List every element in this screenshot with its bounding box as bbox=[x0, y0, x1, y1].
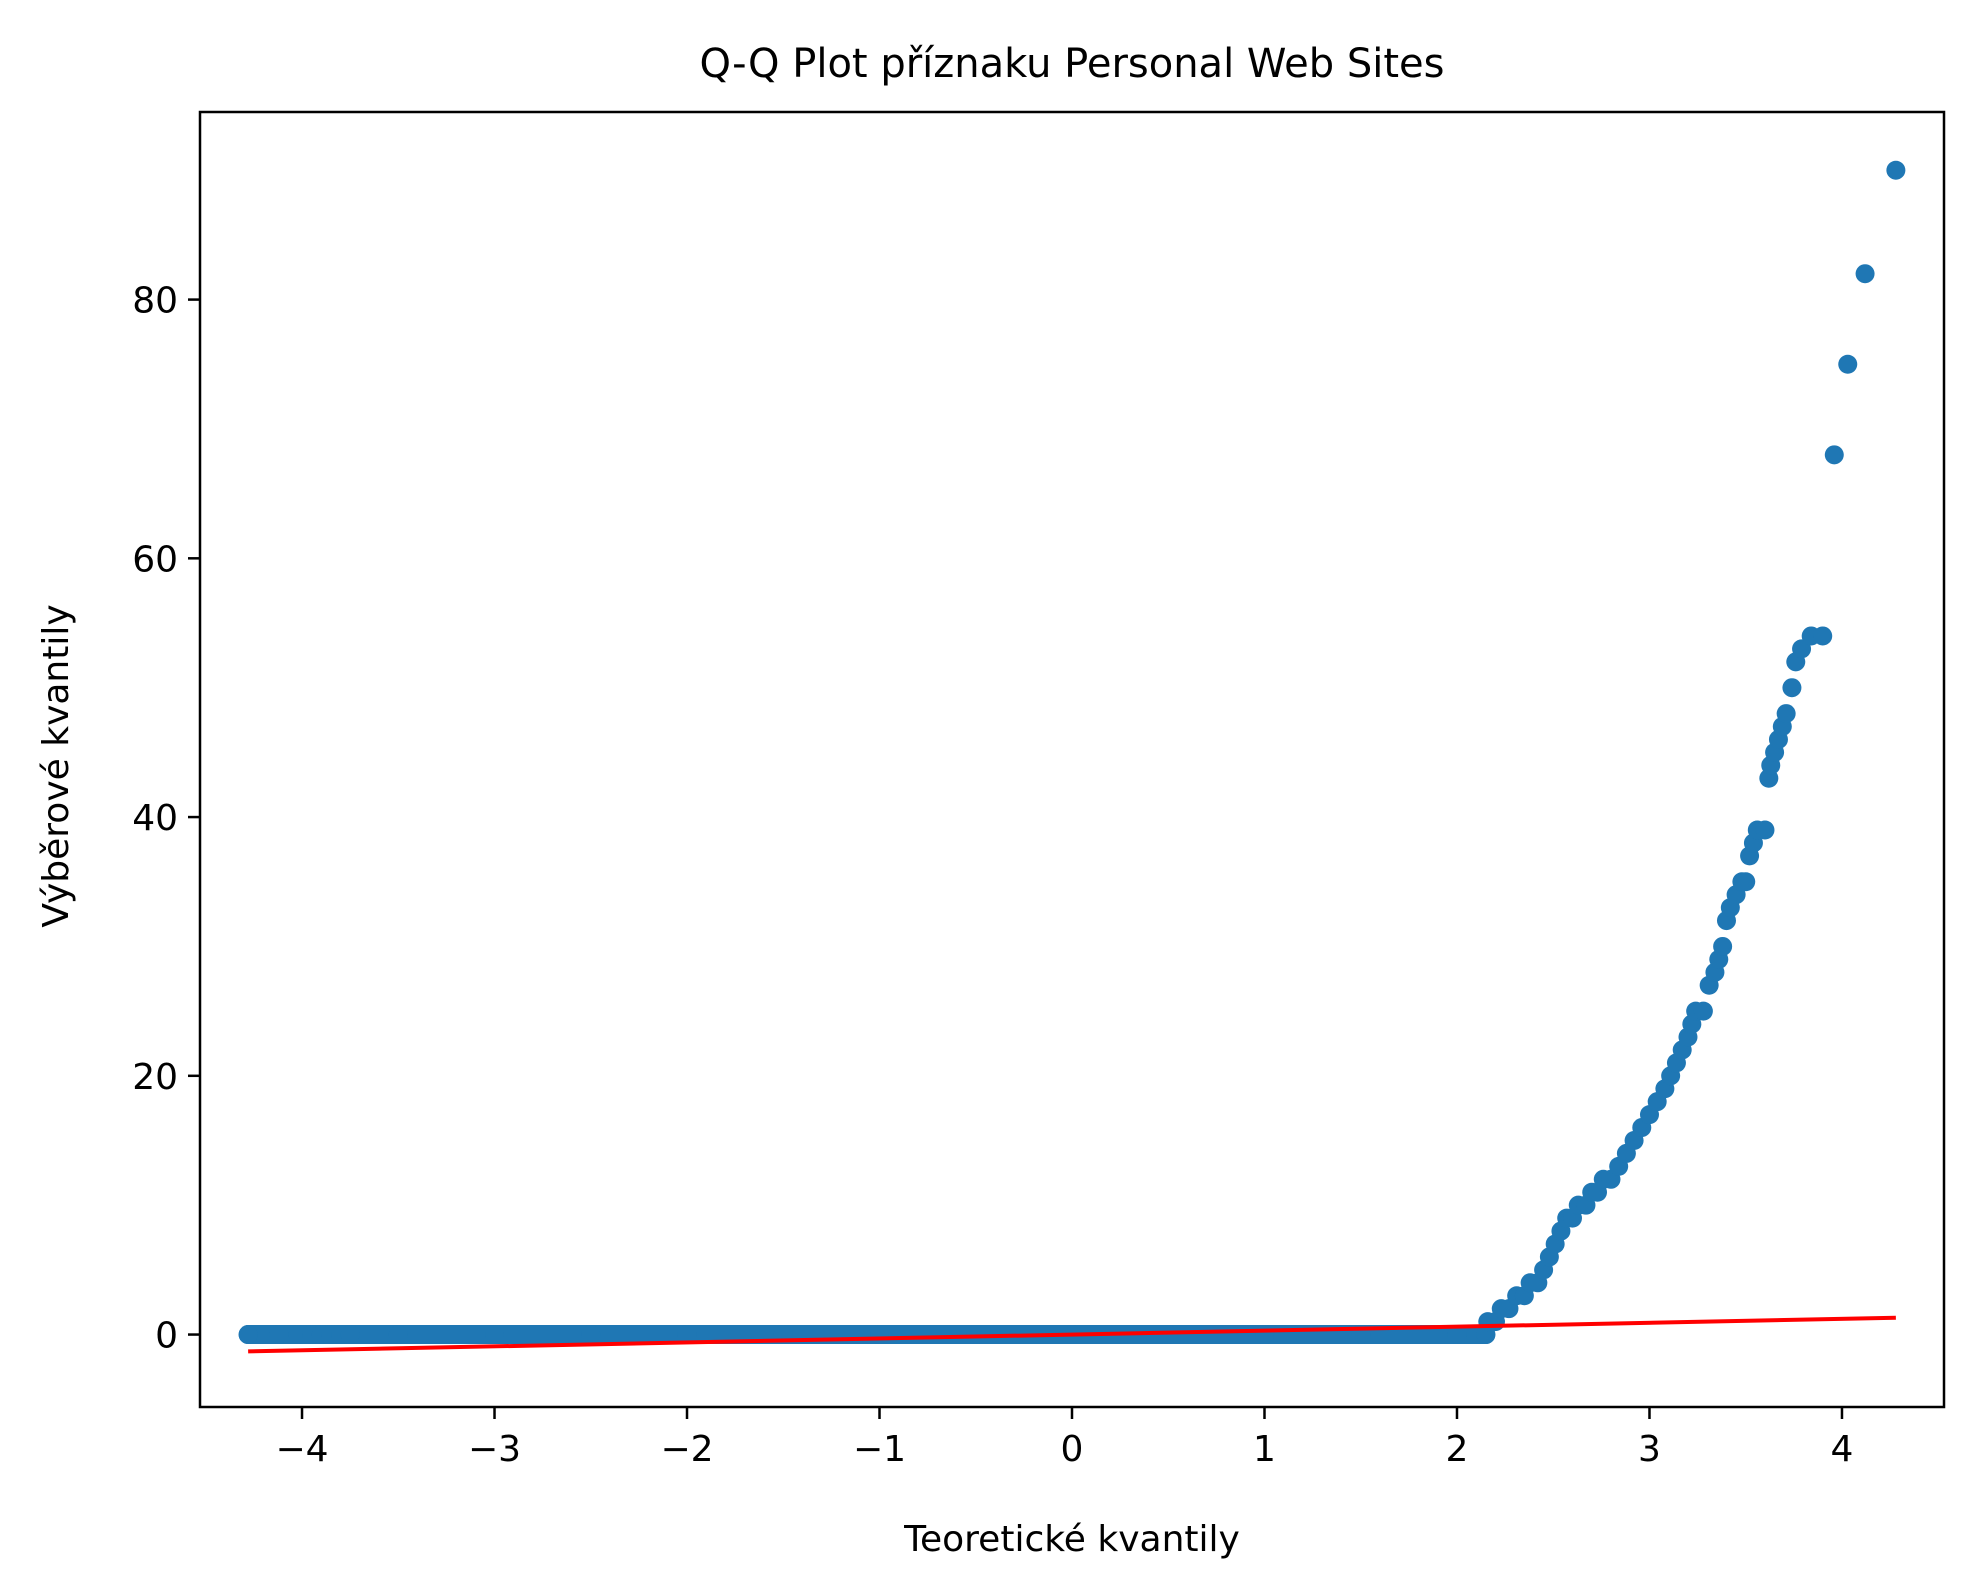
data-point bbox=[870, 1325, 890, 1345]
data-point bbox=[485, 1325, 505, 1345]
y-tick-label: 60 bbox=[132, 539, 178, 580]
data-point bbox=[1447, 1325, 1467, 1345]
y-tick-label: 0 bbox=[155, 1316, 178, 1357]
x-tick-label: 0 bbox=[1061, 1429, 1084, 1470]
y-axis-ticks: 0 20 40 60 80 bbox=[132, 281, 200, 1357]
data-point bbox=[1782, 678, 1802, 698]
x-tick-label: −1 bbox=[853, 1429, 906, 1470]
data-point bbox=[581, 1325, 601, 1345]
x-tick-label: −2 bbox=[660, 1429, 713, 1470]
x-tick-label: 3 bbox=[1638, 1429, 1661, 1470]
data-point bbox=[1838, 354, 1858, 374]
y-tick-label: 40 bbox=[132, 798, 178, 839]
x-tick-label: 2 bbox=[1446, 1429, 1469, 1470]
data-point bbox=[677, 1325, 697, 1345]
data-point bbox=[1886, 160, 1906, 180]
data-point bbox=[1776, 704, 1796, 724]
data-point bbox=[1755, 820, 1775, 840]
data-point bbox=[1824, 445, 1844, 465]
data-point bbox=[1792, 639, 1812, 659]
x-tick-label: 4 bbox=[1831, 1429, 1854, 1470]
x-tick-label: 1 bbox=[1253, 1429, 1276, 1470]
data-point bbox=[1813, 626, 1833, 646]
chart-title: Q-Q Plot příznaku Personal Web Sites bbox=[700, 41, 1445, 87]
data-point bbox=[238, 1325, 258, 1345]
data-point bbox=[288, 1325, 308, 1345]
axes-frame bbox=[198, 110, 1946, 1409]
y-axis-label: Výběrové kvantily bbox=[36, 604, 77, 927]
fit-line bbox=[248, 1315, 1896, 1354]
y-tick-label: 20 bbox=[132, 1057, 178, 1098]
data-point bbox=[340, 1325, 360, 1345]
data-point bbox=[388, 1325, 408, 1345]
data-point bbox=[269, 1325, 289, 1345]
plot-area bbox=[238, 160, 1906, 1354]
x-axis-label: Teoretické kvantily bbox=[903, 1519, 1240, 1560]
x-tick-label: −4 bbox=[275, 1429, 328, 1470]
x-tick-label: −3 bbox=[468, 1429, 521, 1470]
data-point bbox=[1254, 1325, 1274, 1345]
data-point bbox=[1713, 936, 1733, 956]
data-point bbox=[1693, 1001, 1713, 1021]
x-axis-ticks: −4 −3 −2 −1 0 1 2 3 4 bbox=[275, 1407, 1853, 1470]
y-tick-label: 80 bbox=[132, 281, 178, 322]
data-point bbox=[1736, 872, 1756, 892]
data-point bbox=[1855, 264, 1875, 284]
